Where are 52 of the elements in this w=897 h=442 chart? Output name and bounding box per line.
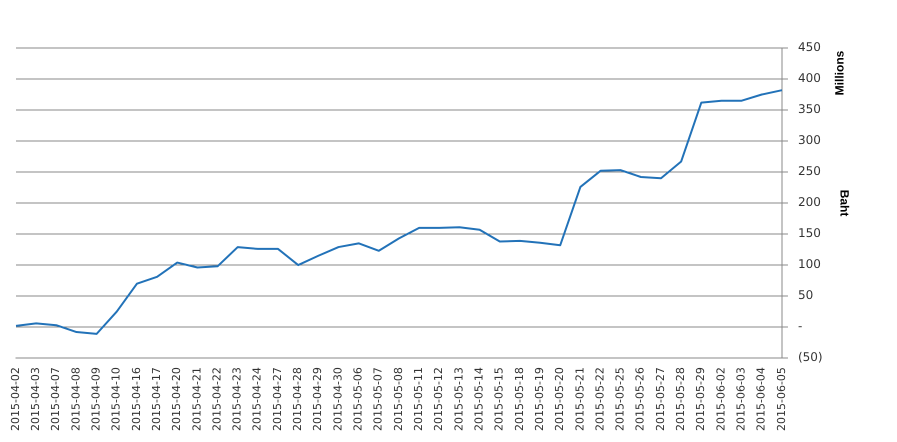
y-tick-label: 250 (798, 164, 821, 178)
y-tick-label: (50) (798, 350, 823, 364)
y-tick-label: 300 (798, 133, 821, 148)
x-tick-label: 2015-05-13 (452, 367, 466, 432)
x-tick-label: 2015-05-25 (614, 367, 627, 432)
x-tick-label: 2015-05-20 (553, 367, 566, 432)
x-tick-label: 2015-05-21 (573, 367, 586, 432)
x-tick-label: 2015-05-27 (654, 367, 667, 432)
x-tick-label: 2015-06-04 (754, 367, 768, 432)
y-tick-label: 200 (798, 195, 821, 210)
x-tick-label: 2015-04-03 (29, 367, 42, 432)
x-tick-label: 2015-05-26 (634, 367, 647, 432)
y-tick-label: 50 (798, 288, 814, 302)
x-tick-label: 2015-05-08 (392, 367, 405, 432)
x-tick-label: 2015-04-21 (190, 367, 204, 432)
x-tick-label: 2015-04-02 (8, 367, 22, 432)
y-tick-label: 400 (798, 71, 821, 86)
x-tick-label: 2015-06-02 (714, 367, 728, 432)
x-tick-label: 2015-04-20 (170, 367, 184, 432)
x-tick-label: 2015-04-27 (270, 367, 284, 432)
x-tick-label: 2015-04-07 (49, 367, 62, 432)
x-tick-label: 2015-04-08 (69, 367, 82, 432)
x-tick-label: 2015-04-30 (331, 367, 344, 432)
x-tick-label: 2015-06-03 (734, 367, 748, 432)
x-tick-label: 2015-04-29 (311, 367, 324, 432)
x-tick-label: 2015-05-11 (412, 367, 425, 432)
y-tick-label: 150 (798, 226, 821, 240)
x-tick-label: 2015-04-22 (210, 367, 224, 432)
x-tick-label: 2015-05-28 (674, 367, 688, 432)
x-tick-label: 2015-05-14 (472, 367, 486, 432)
y-tick-label: - (798, 319, 802, 334)
x-tick-label: 2015-05-29 (694, 367, 708, 432)
x-tick-label: 2015-05-18 (512, 367, 526, 432)
text: Millions (832, 50, 846, 96)
x-tick-label: 2015-06-05 (774, 367, 788, 432)
x-tick-label: 2015-05-06 (352, 367, 365, 432)
x-tick-label: 2015-04-09 (89, 367, 102, 432)
y-tick-label: 100 (798, 257, 821, 272)
x-tick-label: 2015-04-17 (150, 367, 163, 432)
y-axis-title: Baht (837, 190, 852, 216)
x-tick-label: 2015-04-28 (291, 367, 304, 432)
x-tick-label: 2015-04-23 (230, 367, 244, 432)
x-tick-label: 2015-05-07 (372, 367, 385, 432)
x-tick-label: 2015-04-16 (130, 367, 143, 432)
x-tick-label: 2015-05-19 (532, 367, 546, 432)
y-tick-label: 350 (798, 102, 821, 116)
x-tick-label: 2015-05-15 (492, 367, 506, 432)
x-tick-label: 2015-05-22 (593, 367, 606, 432)
x-tick-label: 2015-04-10 (110, 367, 123, 432)
x-tick-label: 2015-05-12 (432, 367, 446, 432)
x-tick-label: 2015-04-24 (250, 367, 264, 432)
y-tick-label: 450 (798, 40, 821, 54)
